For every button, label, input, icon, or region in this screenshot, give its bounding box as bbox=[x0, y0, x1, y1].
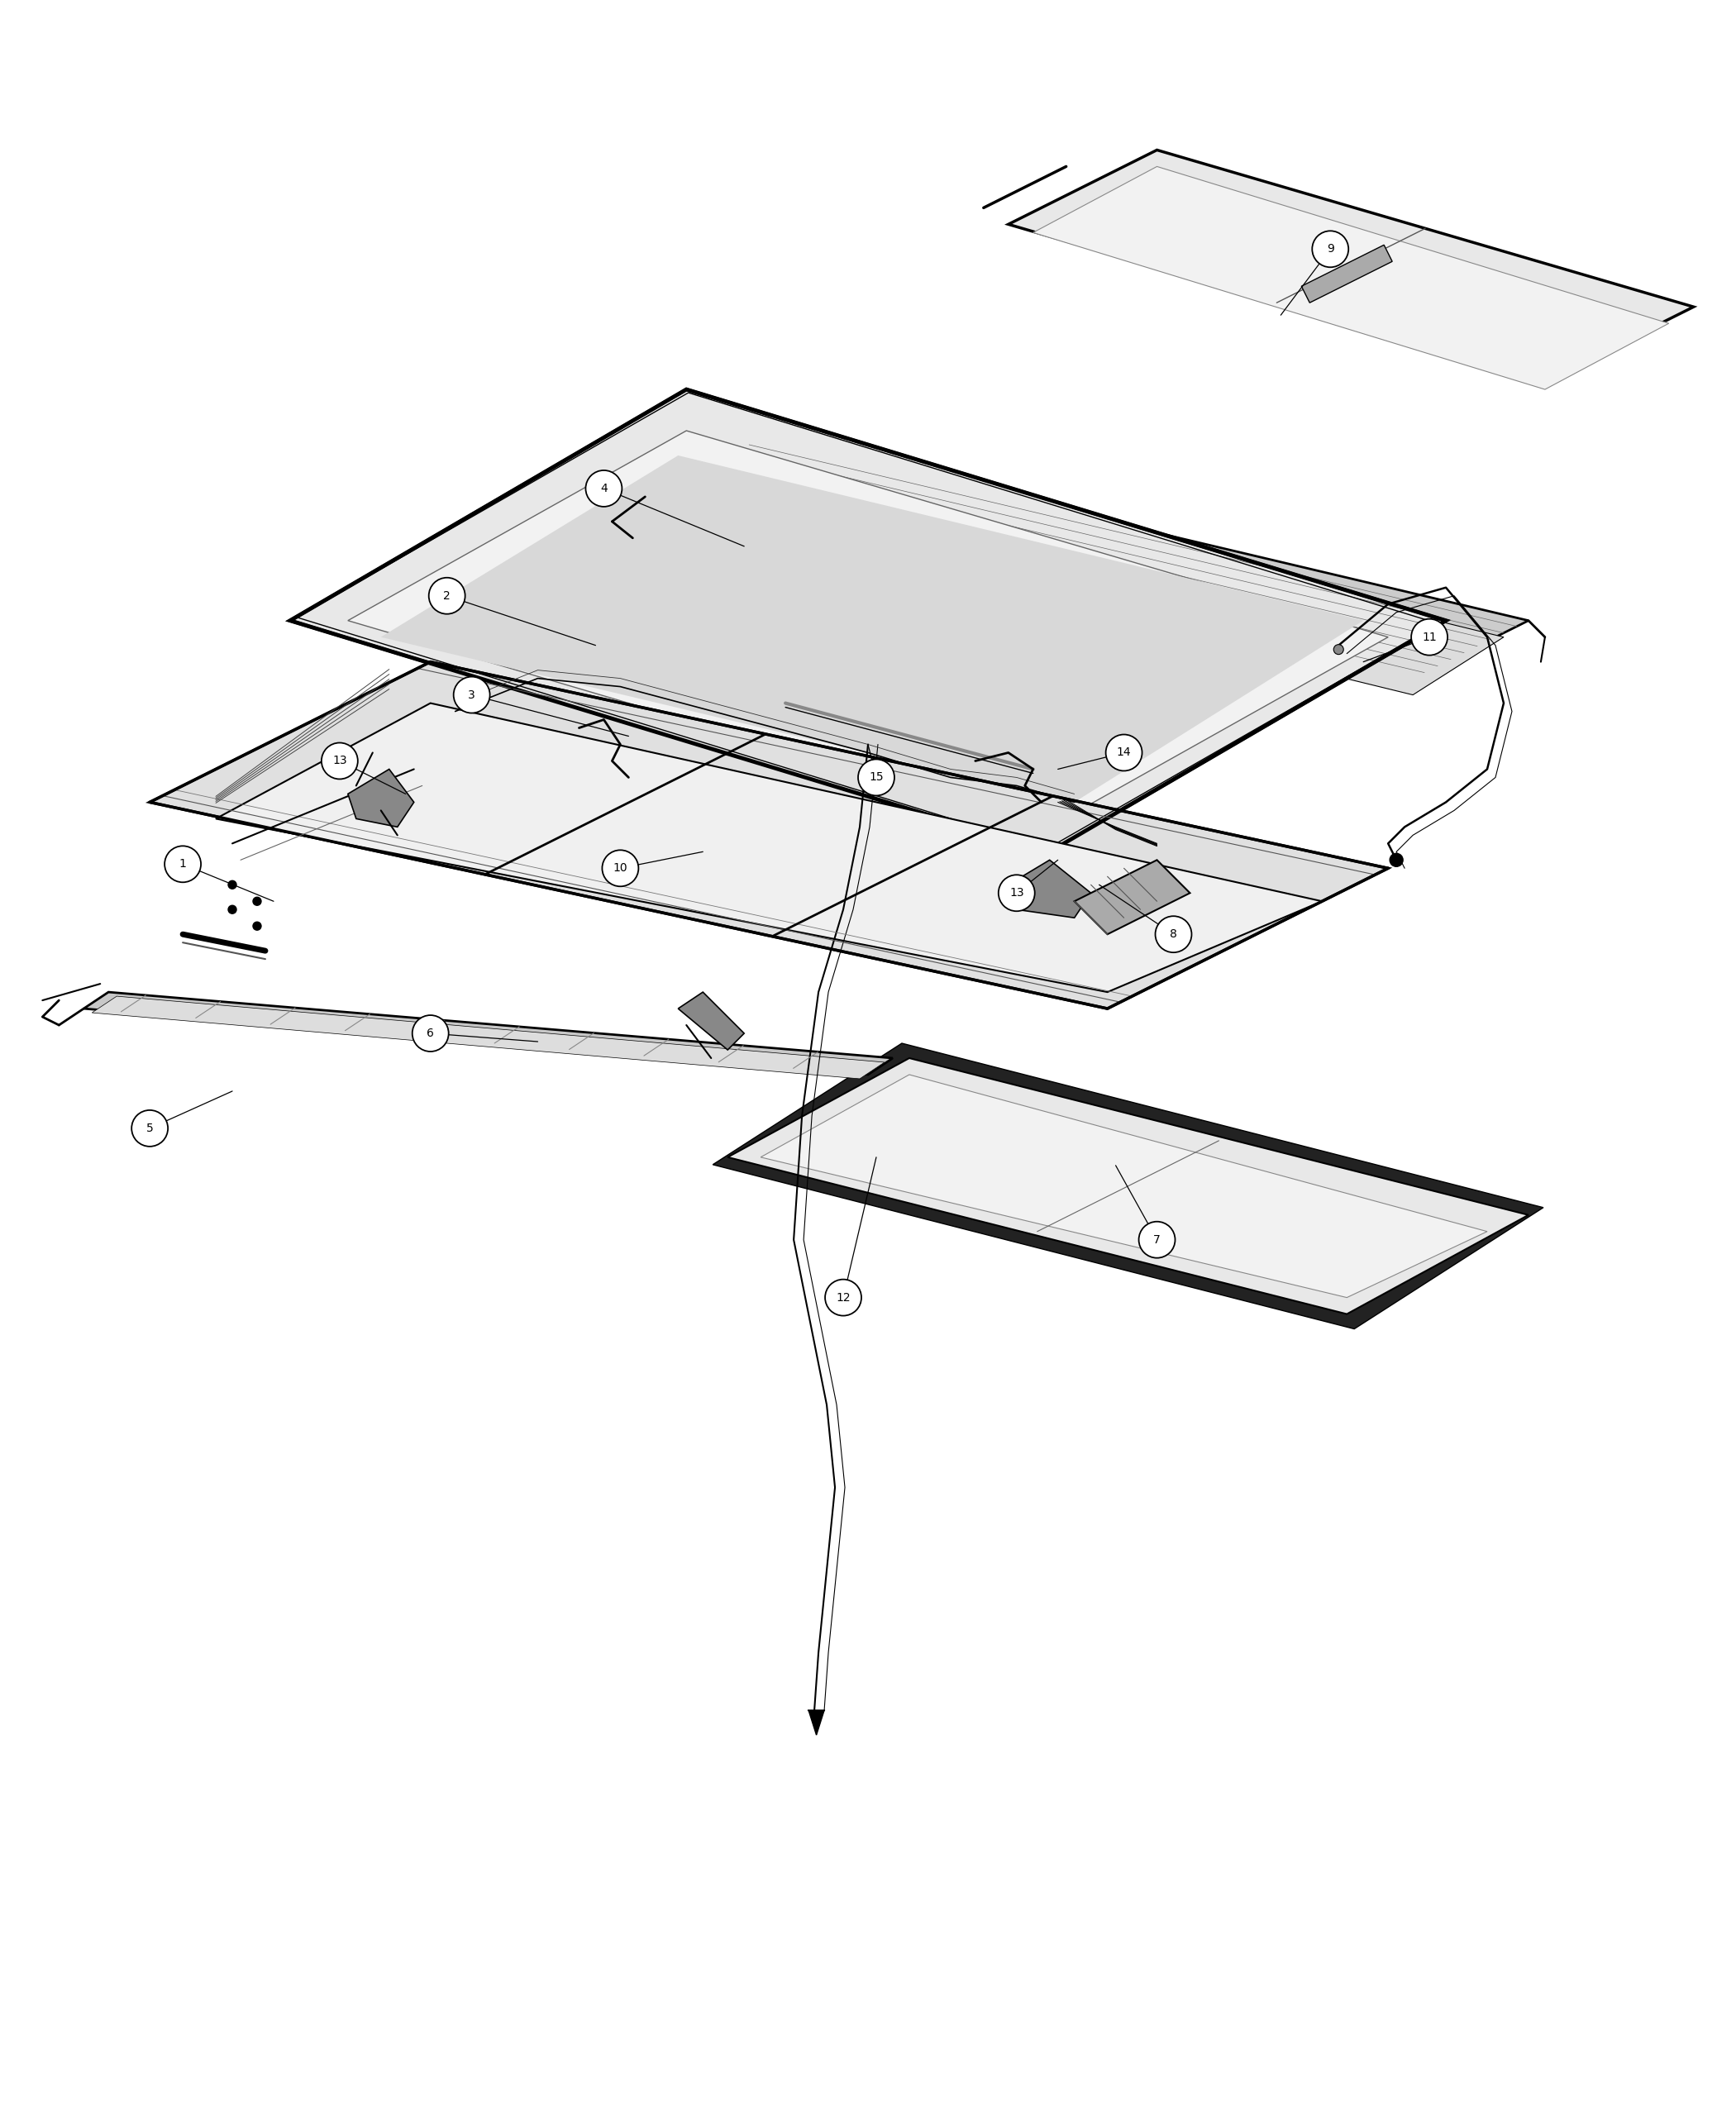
Circle shape bbox=[998, 875, 1035, 911]
Circle shape bbox=[253, 898, 260, 906]
Circle shape bbox=[825, 1280, 861, 1315]
Text: 2: 2 bbox=[443, 590, 451, 601]
Polygon shape bbox=[380, 455, 1363, 803]
Circle shape bbox=[1391, 854, 1403, 866]
Circle shape bbox=[1312, 232, 1349, 268]
Circle shape bbox=[429, 578, 465, 613]
Text: 12: 12 bbox=[837, 1292, 851, 1303]
Text: 7: 7 bbox=[1153, 1233, 1161, 1246]
Polygon shape bbox=[1009, 860, 1090, 917]
Text: 10: 10 bbox=[613, 862, 628, 875]
Polygon shape bbox=[1075, 860, 1189, 934]
Polygon shape bbox=[149, 662, 1389, 1008]
Text: 9: 9 bbox=[1326, 242, 1333, 255]
Circle shape bbox=[321, 742, 358, 780]
Text: 13: 13 bbox=[1009, 887, 1024, 898]
Polygon shape bbox=[347, 769, 413, 826]
Polygon shape bbox=[713, 1043, 1543, 1328]
Circle shape bbox=[1333, 645, 1344, 653]
Polygon shape bbox=[290, 390, 1446, 852]
Text: 5: 5 bbox=[146, 1124, 153, 1134]
Circle shape bbox=[1154, 917, 1191, 953]
Polygon shape bbox=[760, 1075, 1488, 1299]
Text: 6: 6 bbox=[427, 1027, 434, 1039]
Circle shape bbox=[227, 881, 236, 890]
Polygon shape bbox=[670, 455, 1503, 696]
Circle shape bbox=[1411, 620, 1448, 656]
Circle shape bbox=[1139, 1223, 1175, 1258]
Polygon shape bbox=[83, 993, 892, 1075]
Circle shape bbox=[227, 906, 236, 913]
Text: 1: 1 bbox=[179, 858, 186, 871]
Circle shape bbox=[1106, 734, 1142, 772]
Polygon shape bbox=[1033, 167, 1668, 390]
Text: 3: 3 bbox=[469, 689, 476, 700]
Circle shape bbox=[132, 1111, 168, 1147]
Circle shape bbox=[585, 470, 621, 506]
Polygon shape bbox=[679, 993, 745, 1050]
Polygon shape bbox=[215, 704, 1323, 993]
Polygon shape bbox=[727, 1058, 1528, 1313]
Text: 13: 13 bbox=[332, 755, 347, 767]
Polygon shape bbox=[347, 430, 1389, 826]
Polygon shape bbox=[1009, 150, 1694, 382]
Text: 15: 15 bbox=[870, 772, 884, 784]
Circle shape bbox=[411, 1016, 448, 1052]
Text: 8: 8 bbox=[1170, 928, 1177, 940]
Circle shape bbox=[165, 845, 201, 883]
Polygon shape bbox=[646, 438, 1528, 679]
Text: 14: 14 bbox=[1116, 746, 1132, 759]
Polygon shape bbox=[809, 1710, 825, 1735]
Text: 4: 4 bbox=[601, 483, 608, 493]
Polygon shape bbox=[1302, 245, 1392, 304]
Text: 11: 11 bbox=[1422, 630, 1437, 643]
Circle shape bbox=[858, 759, 894, 795]
Circle shape bbox=[602, 850, 639, 885]
Polygon shape bbox=[92, 997, 885, 1079]
Circle shape bbox=[253, 921, 260, 930]
Circle shape bbox=[453, 677, 490, 713]
